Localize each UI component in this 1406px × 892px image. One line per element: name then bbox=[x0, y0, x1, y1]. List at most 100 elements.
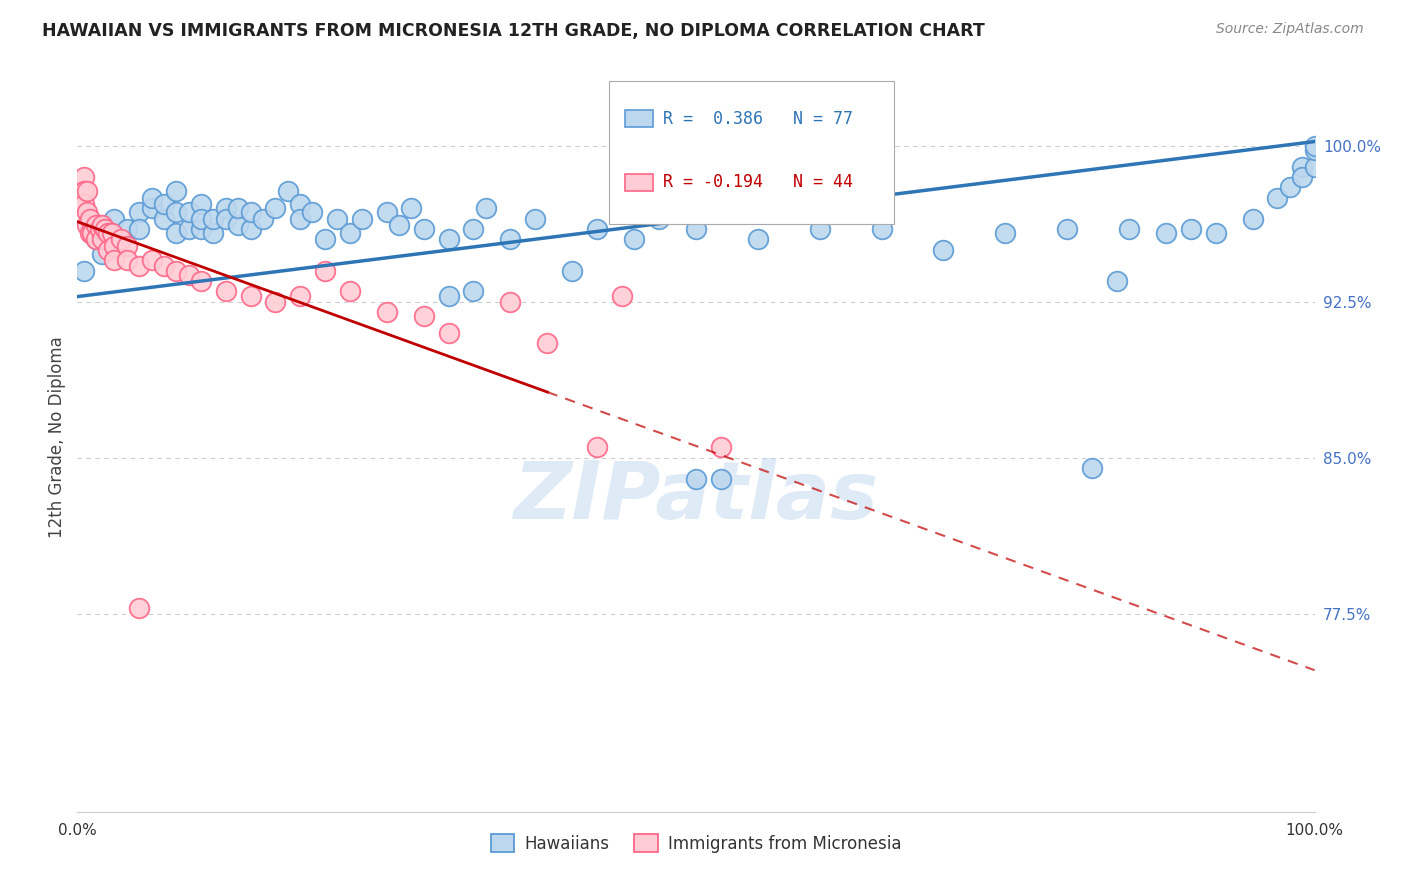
Point bbox=[252, 211, 274, 226]
Point bbox=[103, 238, 125, 252]
Text: HAWAIIAN VS IMMIGRANTS FROM MICRONESIA 12TH GRADE, NO DIPLOMA CORRELATION CHART: HAWAIIAN VS IMMIGRANTS FROM MICRONESIA 1… bbox=[42, 22, 986, 40]
Point bbox=[84, 232, 107, 246]
Point bbox=[72, 263, 94, 277]
Point bbox=[375, 205, 398, 219]
Point bbox=[239, 222, 262, 236]
Point bbox=[339, 226, 361, 240]
Point bbox=[648, 211, 671, 226]
Point bbox=[264, 294, 287, 309]
Point bbox=[215, 285, 238, 299]
Point bbox=[72, 197, 94, 211]
Point bbox=[1180, 222, 1202, 236]
Point bbox=[110, 232, 132, 246]
Point bbox=[277, 185, 299, 199]
Point bbox=[314, 232, 336, 246]
Point bbox=[437, 288, 460, 302]
Point bbox=[153, 260, 176, 274]
Point bbox=[103, 253, 125, 268]
Point bbox=[314, 263, 336, 277]
Point bbox=[301, 205, 323, 219]
Point bbox=[326, 211, 349, 226]
Point bbox=[91, 232, 114, 246]
Point bbox=[128, 260, 150, 274]
Point bbox=[685, 472, 707, 486]
Point bbox=[89, 222, 111, 236]
Point bbox=[1267, 191, 1289, 205]
Point bbox=[388, 218, 411, 232]
Point bbox=[91, 247, 114, 261]
Point bbox=[437, 326, 460, 340]
Text: ZIPatlas: ZIPatlas bbox=[513, 458, 879, 536]
Point bbox=[82, 226, 104, 240]
Point bbox=[177, 268, 200, 282]
Point bbox=[1303, 138, 1326, 153]
Point bbox=[1278, 180, 1301, 194]
Point bbox=[339, 285, 361, 299]
Point bbox=[165, 263, 187, 277]
Point bbox=[115, 238, 138, 252]
Point bbox=[165, 185, 187, 199]
Point bbox=[202, 226, 225, 240]
Point bbox=[141, 201, 163, 215]
Point bbox=[710, 472, 733, 486]
Point bbox=[375, 305, 398, 319]
Point bbox=[141, 191, 163, 205]
Point bbox=[412, 222, 434, 236]
FancyBboxPatch shape bbox=[626, 111, 652, 127]
Point bbox=[610, 288, 633, 302]
Point bbox=[91, 232, 114, 246]
Point bbox=[128, 600, 150, 615]
Point bbox=[710, 441, 733, 455]
Point bbox=[215, 201, 238, 215]
Point bbox=[141, 253, 163, 268]
Point bbox=[463, 285, 485, 299]
Point bbox=[128, 205, 150, 219]
Point bbox=[190, 197, 212, 211]
Point bbox=[264, 201, 287, 215]
Point bbox=[288, 211, 311, 226]
Point bbox=[115, 222, 138, 236]
Point bbox=[226, 218, 249, 232]
Point bbox=[91, 218, 114, 232]
Point bbox=[1303, 160, 1326, 174]
Point bbox=[239, 288, 262, 302]
Point bbox=[474, 201, 496, 215]
Point bbox=[115, 253, 138, 268]
Point bbox=[79, 222, 101, 236]
Point bbox=[84, 218, 107, 232]
Point bbox=[239, 205, 262, 219]
Point bbox=[1154, 226, 1177, 240]
Point bbox=[215, 211, 238, 226]
Point bbox=[288, 197, 311, 211]
Point bbox=[1241, 211, 1264, 226]
Point bbox=[101, 226, 124, 240]
Point bbox=[84, 232, 107, 246]
Point bbox=[437, 232, 460, 246]
Point bbox=[536, 336, 558, 351]
Point bbox=[932, 243, 955, 257]
Point bbox=[165, 205, 187, 219]
Point bbox=[76, 185, 98, 199]
Point bbox=[808, 222, 831, 236]
Point bbox=[1056, 222, 1078, 236]
Point bbox=[1105, 274, 1128, 288]
Point bbox=[190, 274, 212, 288]
Point bbox=[190, 222, 212, 236]
Point bbox=[226, 201, 249, 215]
Point bbox=[747, 232, 769, 246]
Point bbox=[994, 226, 1017, 240]
Point bbox=[1205, 226, 1227, 240]
Point bbox=[93, 222, 115, 236]
Point bbox=[499, 232, 522, 246]
Point bbox=[128, 222, 150, 236]
Point bbox=[1118, 222, 1140, 236]
Point bbox=[97, 243, 120, 257]
Text: Source: ZipAtlas.com: Source: ZipAtlas.com bbox=[1216, 22, 1364, 37]
Point bbox=[202, 211, 225, 226]
Point bbox=[586, 222, 609, 236]
Point bbox=[97, 226, 120, 240]
Point bbox=[72, 185, 94, 199]
Point bbox=[685, 222, 707, 236]
Point bbox=[561, 263, 583, 277]
Point bbox=[499, 294, 522, 309]
